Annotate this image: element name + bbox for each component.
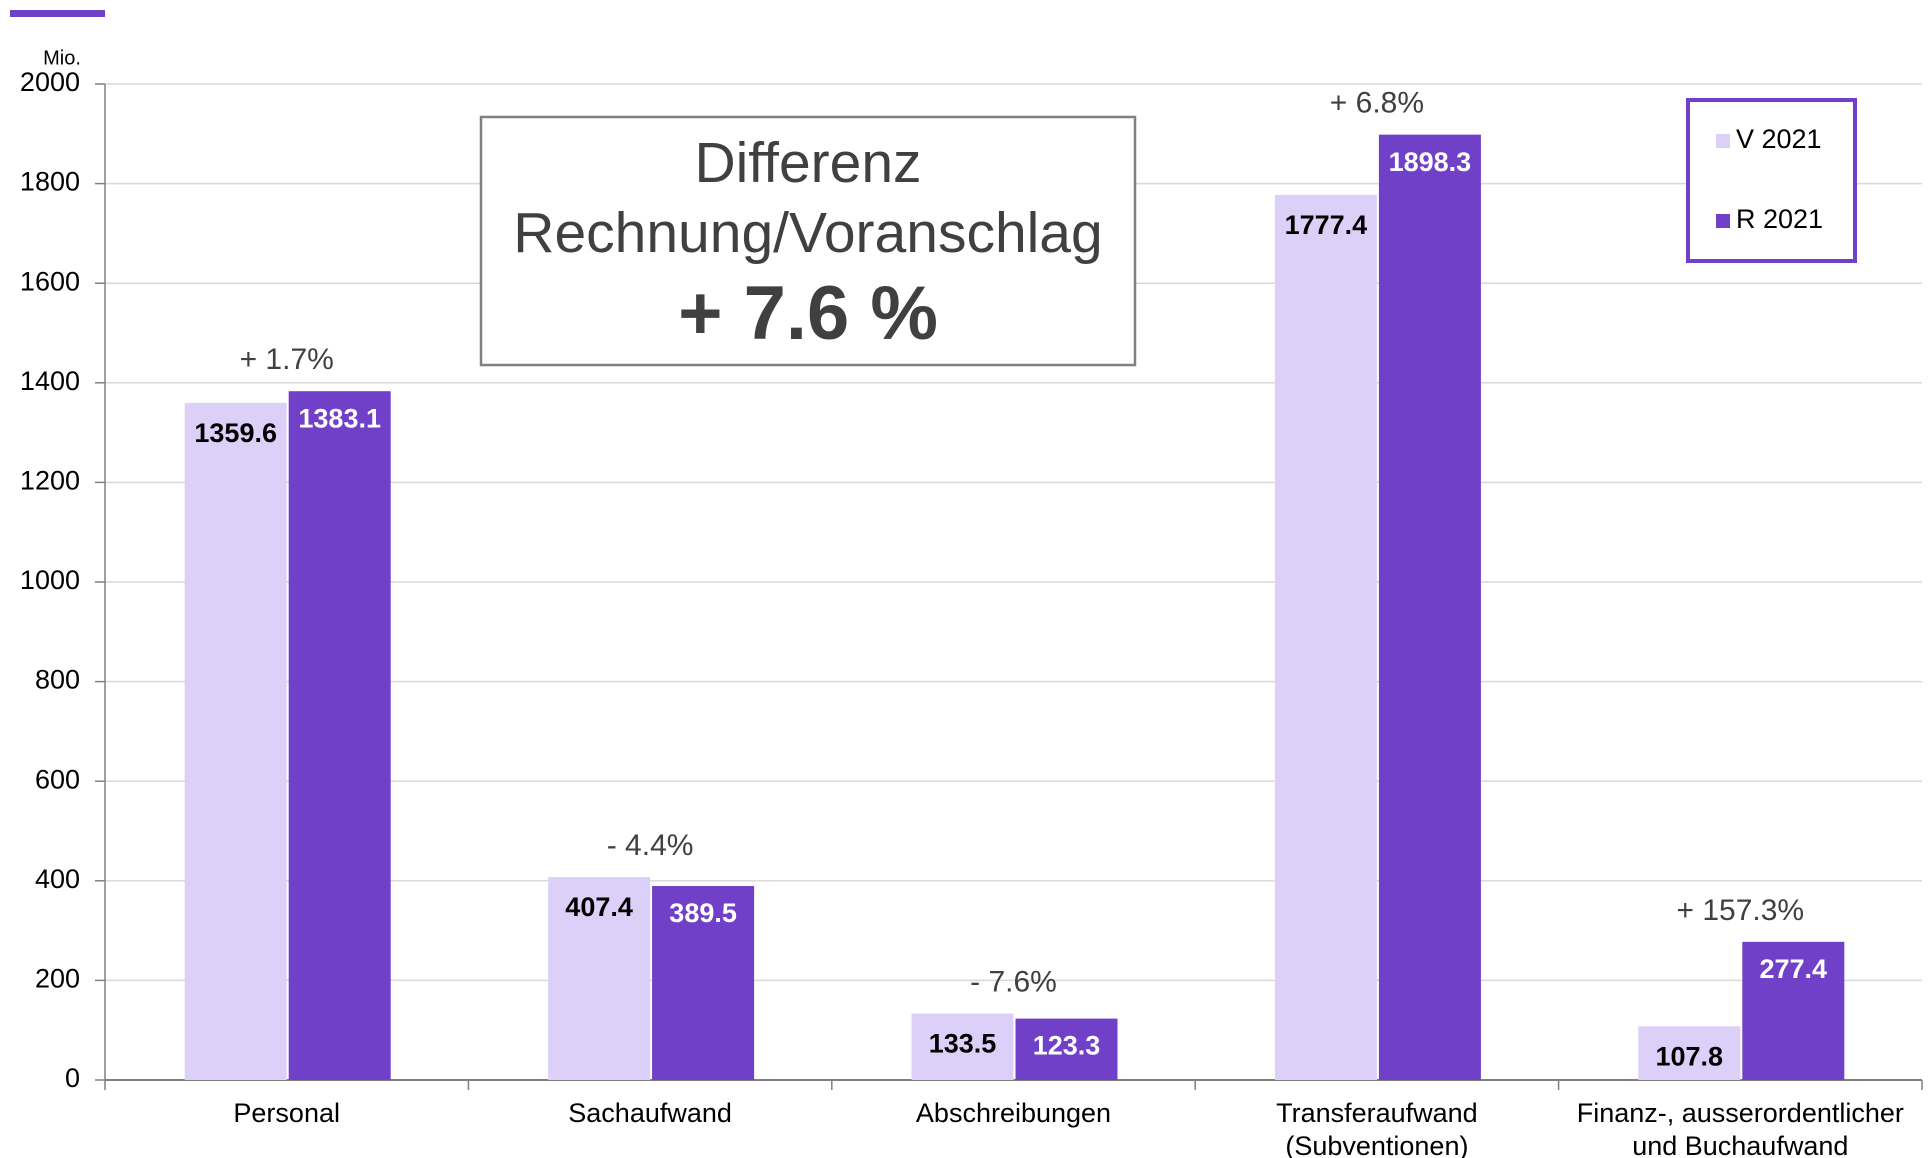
- data-label: 133.5: [929, 1029, 997, 1059]
- bar: [911, 1013, 1014, 1080]
- y-tick-label: 400: [35, 864, 80, 894]
- y-unit: Mio.: [43, 47, 81, 69]
- title-accent: [10, 10, 105, 17]
- box-text: Differenz: [694, 131, 921, 195]
- x-tick-label: und Buchaufwand: [1632, 1131, 1848, 1158]
- legend-swatch: [1716, 134, 1730, 148]
- legend-box: [1686, 98, 1857, 263]
- y-tick-label: 600: [35, 764, 80, 794]
- box-text: Rechnung/Voranschlag: [513, 201, 1102, 265]
- y-tick-label: 1000: [20, 565, 80, 595]
- change-label: - 7.6%: [970, 965, 1057, 998]
- data-label: 407.4: [565, 892, 633, 922]
- change-label: + 157.3%: [1676, 894, 1804, 927]
- box-text: + 7.6 %: [678, 271, 938, 356]
- bar: [288, 391, 391, 1080]
- legend-label: V 2021: [1736, 124, 1822, 154]
- data-label: 1383.1: [298, 403, 381, 433]
- y-tick-label: 1600: [20, 266, 80, 296]
- change-label: + 1.7%: [240, 343, 334, 376]
- difference-box: [479, 115, 1137, 367]
- x-tick-label: Sachaufwand: [568, 1098, 732, 1128]
- y-tick-label: 1400: [20, 366, 80, 396]
- bar: [652, 886, 755, 1080]
- bar: [184, 402, 287, 1080]
- data-label: 1777.4: [1285, 210, 1368, 240]
- bar: [1638, 1026, 1741, 1080]
- data-label: 107.8: [1656, 1041, 1724, 1071]
- x-tick-label: (Subventionen): [1285, 1131, 1468, 1158]
- legend-label: R 2021: [1736, 204, 1823, 234]
- x-tick-label: Abschreibungen: [916, 1098, 1111, 1128]
- y-tick-label: 800: [35, 665, 80, 695]
- bar: [548, 877, 651, 1080]
- bar: [1015, 1018, 1118, 1080]
- data-label: 1359.6: [194, 418, 277, 448]
- x-tick-label: Personal: [233, 1098, 340, 1128]
- data-label: 389.5: [669, 898, 737, 928]
- y-tick-label: 1200: [20, 466, 80, 496]
- legend-swatch: [1716, 214, 1730, 228]
- change-label: - 4.4%: [607, 829, 694, 862]
- y-tick-label: 1800: [20, 167, 80, 197]
- x-tick-label: Transferaufwand: [1276, 1098, 1478, 1128]
- bar: [1378, 134, 1481, 1080]
- x-tick-label: Finanz-, ausserordentlicher: [1577, 1098, 1904, 1128]
- data-label: 1898.3: [1389, 147, 1472, 177]
- bar: [1742, 941, 1845, 1080]
- y-tick-label: 2000: [20, 67, 80, 97]
- data-label: 277.4: [1760, 954, 1828, 984]
- change-label: + 6.8%: [1330, 87, 1424, 120]
- y-tick-label: 200: [35, 964, 80, 994]
- data-label: 123.3: [1033, 1031, 1101, 1061]
- bar: [1274, 194, 1377, 1080]
- y-tick-label: 0: [65, 1063, 80, 1093]
